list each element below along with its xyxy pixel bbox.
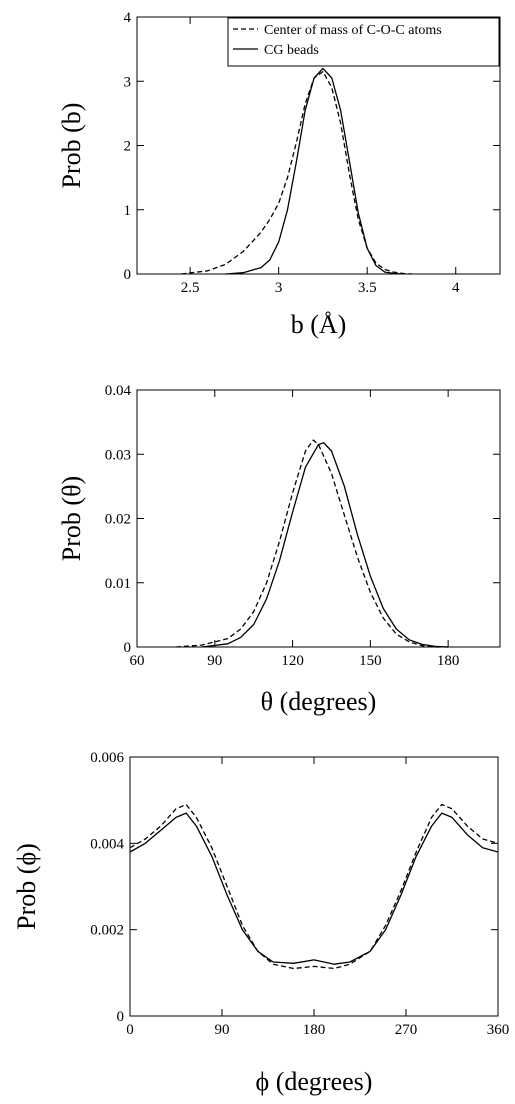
legend-entry-label: Center of mass of C-O-C atoms [264,23,442,38]
x-tick-label: 3 [275,280,283,296]
y-tick-label: 0.006 [90,750,124,766]
x-tick-label: 4 [452,280,460,296]
x-axis-label: θ (degrees) [261,687,377,716]
y-tick-label: 1 [124,203,132,219]
x-tick-label: 90 [215,1022,230,1038]
x-tick-label: 90 [207,653,222,669]
y-tick-label: 0.02 [105,512,131,528]
series-line-cg-beads [201,442,449,648]
y-tick-label: 0 [124,267,132,283]
x-axis-label: b (Å) [291,310,347,339]
y-tick-label: 0.004 [90,836,124,852]
chart-panel-2: 60 90 120 150 180 0 0.01 0.02 0.03 0.04 θ (degrees… [57,383,501,716]
legend: Center of mass of C-O-C atoms CG beads [227,17,500,67]
legend-box [227,17,500,67]
y-tick-label: 2 [124,139,132,155]
x-tick-label: 360 [487,1022,510,1038]
plot-frame [129,756,499,1017]
y-axis-label: Prob (b) [57,103,86,189]
y-tick-label: 0 [117,1009,125,1025]
y-tick-label: 3 [124,74,132,90]
y-tick-label: 0.01 [105,576,131,592]
series-line-center-of-mass [129,803,499,970]
series-line-center-of-mass [181,70,412,275]
y-axis-label: Prob (ϕ) [12,843,41,930]
series-line-cg-beads [129,812,499,965]
x-tick-label: 3.5 [358,280,377,296]
x-tick-label: 180 [303,1022,326,1038]
chart-panel-3: 0 90 180 270 360 0 0.002 0.004 0.006 ϕ (degrees) P… [12,750,509,1096]
legend-entry-label: CG beads [264,43,319,58]
x-tick-label: 270 [395,1022,418,1038]
x-tick-label: 2.5 [181,280,200,296]
y-tick-label: 0 [124,640,132,656]
y-tick-label: 0.03 [105,447,131,463]
y-tick-label: 4 [124,10,132,26]
x-tick-label: 120 [281,653,304,669]
x-tick-label: 150 [359,653,382,669]
plot-frame [136,389,501,648]
x-tick-label: 180 [437,653,460,669]
chart-panel-1: 2.5 3 3.5 4 0 1 2 3 4 b (Å) Prob (b) Center of mass… [57,10,501,339]
x-tick-label: 60 [130,653,145,669]
series-line-center-of-mass [175,439,449,648]
y-tick-label: 0.002 [90,923,124,939]
y-axis-label: Prob (θ) [57,476,86,561]
series-line-cg-beads [225,67,403,275]
x-tick-label: 0 [126,1022,134,1038]
x-axis-label: ϕ (degrees) [256,1067,373,1096]
y-tick-label: 0.04 [105,383,132,399]
